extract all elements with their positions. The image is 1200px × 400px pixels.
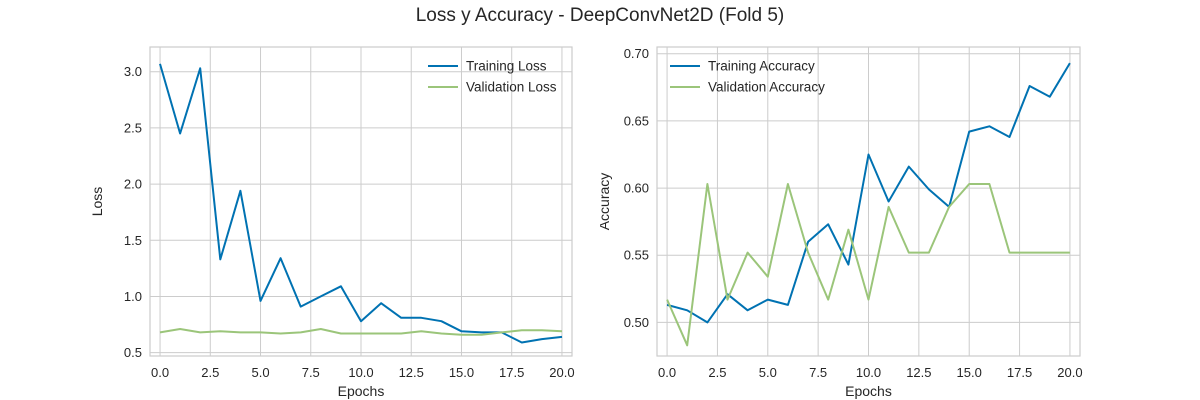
y-tick-label: 3.0 [124, 64, 142, 79]
legend: Training Loss Validation Loss [428, 59, 557, 95]
x-tick-label: 10.0 [348, 365, 373, 380]
legend-label: Validation Loss [466, 80, 557, 95]
y-tick-label: 2.5 [124, 120, 142, 135]
x-tick-label: 17.5 [1007, 365, 1032, 380]
y-tick-label: 0.60 [624, 181, 649, 196]
x-tick-label: 10.0 [856, 365, 881, 380]
y-tick-label: 0.65 [624, 113, 649, 128]
legend-label: Training Accuracy [708, 59, 815, 74]
accuracy-chart: 0.0 2.5 5.0 7.5 10.0 12.5 15.0 17.5 20.0 0.50 0.55… [600, 46, 1083, 399]
y-tick-label: 0.5 [124, 345, 142, 360]
y-tick-label: 0.50 [624, 315, 649, 330]
x-tick-label: 20.0 [549, 365, 574, 380]
x-tick-label: 7.5 [809, 365, 827, 380]
training-series-line [666, 62, 1071, 324]
x-tick-label: 5.0 [759, 365, 777, 380]
x-tick-label: 12.5 [399, 365, 424, 380]
plot-frame [149, 46, 573, 357]
plot-frame [656, 46, 1081, 357]
x-tick-label: 7.5 [302, 365, 320, 380]
x-axis-label: Epochs [845, 383, 892, 399]
x-tick-label: 15.0 [449, 365, 474, 380]
x-tick-label: 5.0 [251, 365, 269, 380]
validation-series-line [159, 328, 563, 336]
x-tick-label: 20.0 [1057, 365, 1082, 380]
legend-label: Training Loss [466, 59, 547, 74]
loss-chart: 0.0 2.5 5.0 7.5 10.0 12.5 15.0 17.5 20.0 0.5 1.0 1.… [89, 46, 575, 399]
x-tick-label: 12.5 [906, 365, 931, 380]
x-tick-label: 2.5 [708, 365, 726, 380]
y-axis-label: Accuracy [600, 173, 612, 231]
x-tick-label: 17.5 [499, 365, 524, 380]
y-tick-label: 0.70 [624, 46, 649, 61]
validation-series-line [666, 183, 1070, 347]
y-tick-label: 1.5 [124, 233, 142, 248]
x-tick-label: 0.0 [658, 365, 676, 380]
y-tick-label: 0.55 [624, 248, 649, 263]
figure-title: Loss y Accuracy - DeepConvNet2D (Fold 5) [415, 5, 785, 26]
x-axis-label: Epochs [338, 383, 385, 399]
y-axis-label: Loss [89, 187, 105, 217]
x-tick-label: 0.0 [151, 365, 169, 380]
y-tick-label: 2.0 [124, 177, 142, 192]
legend: Training Accuracy Validation Accuracy [670, 59, 825, 95]
x-tick-label: 2.5 [201, 365, 219, 380]
y-tick-label: 1.0 [124, 289, 142, 304]
legend-label: Validation Accuracy [708, 80, 825, 95]
x-tick-label: 15.0 [957, 365, 982, 380]
